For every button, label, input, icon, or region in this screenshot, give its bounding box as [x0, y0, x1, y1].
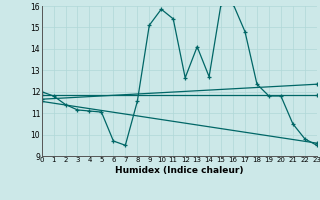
X-axis label: Humidex (Indice chaleur): Humidex (Indice chaleur)	[115, 166, 244, 175]
